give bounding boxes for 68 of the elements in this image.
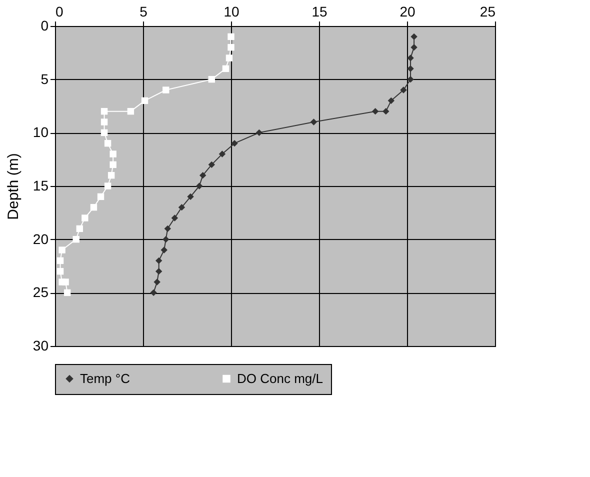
point <box>162 236 170 243</box>
point <box>199 172 206 179</box>
point <box>162 86 170 94</box>
point <box>228 33 234 40</box>
point <box>150 289 157 296</box>
point <box>100 129 108 136</box>
point <box>372 108 379 115</box>
point <box>56 257 64 264</box>
point <box>56 268 64 275</box>
point <box>100 108 108 115</box>
point <box>256 129 263 136</box>
point <box>97 193 104 200</box>
y-tick-label: 30 <box>32 338 49 354</box>
point <box>155 268 162 275</box>
point <box>164 225 171 232</box>
point <box>171 214 178 222</box>
point <box>62 278 69 286</box>
x-tick-label: 5 <box>140 4 148 20</box>
point <box>388 97 395 104</box>
legend-label: Temp °C <box>80 370 130 386</box>
point <box>226 54 233 62</box>
point <box>400 86 407 94</box>
y-tick-label: 15 <box>32 178 49 194</box>
point <box>196 182 203 190</box>
y-tick-label: 0 <box>40 18 49 34</box>
y-tick-label: 20 <box>32 230 49 247</box>
point <box>382 108 390 115</box>
point <box>310 118 318 126</box>
point <box>208 76 215 83</box>
point <box>187 193 194 200</box>
y-tick-label: 25 <box>32 284 49 300</box>
point <box>76 225 83 232</box>
point <box>407 65 414 72</box>
point <box>104 182 112 190</box>
point <box>208 161 215 168</box>
point <box>141 97 148 104</box>
y-tick-label: 10 <box>32 124 49 140</box>
point <box>72 236 80 243</box>
point <box>410 33 418 40</box>
point <box>100 118 108 126</box>
point <box>231 140 238 147</box>
point <box>178 204 186 211</box>
point <box>218 150 226 158</box>
point <box>110 150 116 158</box>
point <box>222 65 230 72</box>
point <box>155 257 162 264</box>
point <box>154 278 160 286</box>
point <box>58 246 66 254</box>
point <box>407 54 414 62</box>
point <box>110 161 116 168</box>
x-tick-label: 15 <box>312 4 328 20</box>
point <box>228 44 234 51</box>
y-tick-label: 5 <box>40 70 49 87</box>
point <box>90 204 98 211</box>
x-tick-label: 0 <box>56 4 64 20</box>
point <box>108 172 115 179</box>
legend-label: DO Conc mg/L <box>237 370 323 386</box>
point <box>160 246 168 254</box>
x-tick-label: 10 <box>224 4 240 20</box>
point <box>82 214 88 222</box>
point <box>407 76 414 83</box>
point <box>410 44 418 51</box>
y-axis-title: Depth (m) <box>4 153 22 220</box>
x-tick-label: 20 <box>400 4 416 20</box>
point <box>127 108 134 115</box>
point <box>64 289 71 296</box>
x-tick-label: 25 <box>480 4 496 20</box>
point <box>104 140 112 147</box>
